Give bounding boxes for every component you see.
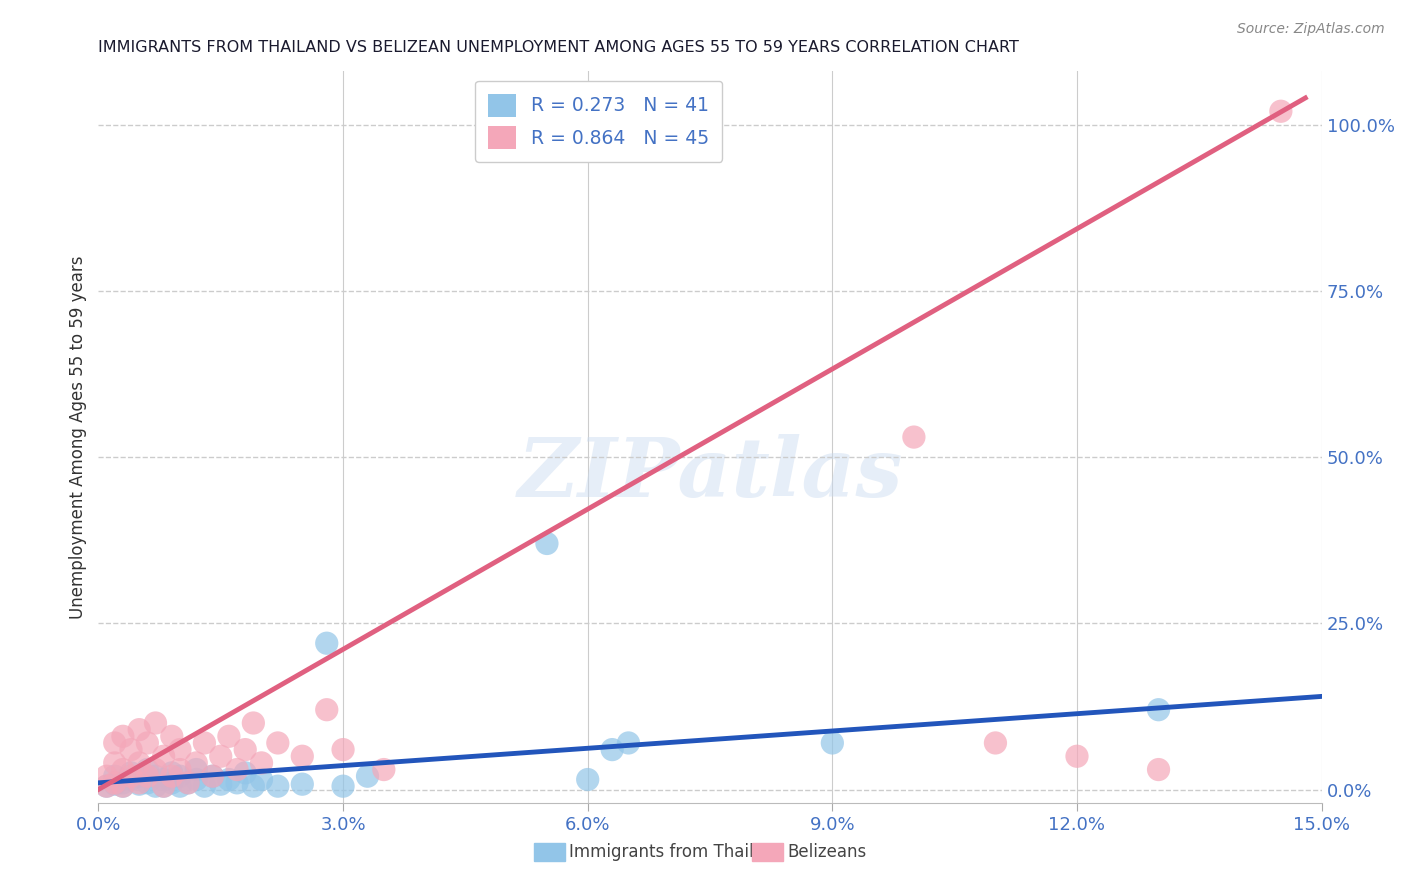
Point [152, 749, 174, 764]
Point [111, 763, 134, 777]
Point [536, 536, 558, 550]
Point [250, 756, 273, 770]
Point [186, 763, 208, 777]
Point [201, 769, 224, 783]
Point [177, 776, 200, 790]
Point [104, 769, 127, 783]
Point [186, 756, 208, 770]
Point [233, 765, 256, 780]
Point [120, 765, 142, 780]
Point [201, 769, 224, 783]
Point [169, 779, 191, 793]
Point [111, 779, 134, 793]
Point [128, 776, 150, 790]
Point [193, 779, 215, 793]
Point [104, 736, 127, 750]
Point [821, 736, 844, 750]
Point [242, 779, 264, 793]
Point [160, 729, 183, 743]
Point [128, 777, 150, 791]
Point [315, 703, 337, 717]
Point [291, 777, 314, 791]
Point [315, 636, 337, 650]
Point [553, 118, 575, 132]
Point [111, 729, 134, 743]
Text: Belizeans: Belizeans [787, 843, 866, 861]
Point [169, 769, 191, 783]
Point [617, 736, 640, 750]
Point [903, 430, 925, 444]
Text: Source: ZipAtlas.com: Source: ZipAtlas.com [1237, 22, 1385, 37]
Point [160, 776, 183, 790]
Point [152, 779, 174, 793]
Point [226, 763, 249, 777]
Point [576, 772, 599, 787]
Point [120, 742, 142, 756]
Point [136, 769, 159, 783]
Point [169, 742, 191, 756]
Point [104, 756, 127, 770]
Text: IMMIGRANTS FROM THAILAND VS BELIZEAN UNEMPLOYMENT AMONG AGES 55 TO 59 YEARS CORR: IMMIGRANTS FROM THAILAND VS BELIZEAN UNE… [98, 40, 1019, 55]
Point [332, 742, 354, 756]
Point [209, 777, 232, 791]
Point [145, 716, 167, 731]
Point [209, 749, 232, 764]
Point [111, 779, 134, 793]
Point [267, 736, 290, 750]
Point [169, 763, 191, 777]
Point [1270, 104, 1292, 119]
Point [152, 779, 174, 793]
Point [267, 779, 290, 793]
Point [186, 772, 208, 787]
Point [233, 742, 256, 756]
Point [218, 772, 240, 787]
Point [145, 769, 167, 783]
Point [111, 776, 134, 790]
Point [152, 772, 174, 787]
Point [145, 763, 167, 777]
Point [96, 769, 118, 783]
Point [218, 729, 240, 743]
Point [984, 736, 1007, 750]
Y-axis label: Unemployment Among Ages 55 to 59 years: Unemployment Among Ages 55 to 59 years [69, 255, 87, 619]
Point [226, 776, 249, 790]
Point [242, 716, 264, 731]
Point [356, 769, 378, 783]
Point [1147, 763, 1170, 777]
Point [160, 769, 183, 783]
Point [145, 779, 167, 793]
Text: Immigrants from Thailand: Immigrants from Thailand [569, 843, 785, 861]
Point [96, 779, 118, 793]
Point [373, 763, 395, 777]
Point [104, 777, 127, 791]
Point [136, 763, 159, 777]
Point [120, 769, 142, 783]
Point [1066, 749, 1088, 764]
Point [177, 776, 200, 790]
Point [1147, 703, 1170, 717]
Point [160, 765, 183, 780]
Point [120, 772, 142, 787]
Point [250, 772, 273, 787]
Point [600, 742, 623, 756]
Point [332, 779, 354, 793]
Point [104, 776, 127, 790]
Point [128, 756, 150, 770]
Point [193, 736, 215, 750]
Point [128, 769, 150, 783]
Point [291, 749, 314, 764]
Point [136, 736, 159, 750]
Legend: R = 0.273   N = 41, R = 0.864   N = 45: R = 0.273 N = 41, R = 0.864 N = 45 [475, 81, 723, 162]
Point [641, 118, 664, 132]
Point [136, 776, 159, 790]
Text: ZIPatlas: ZIPatlas [517, 434, 903, 514]
Point [96, 779, 118, 793]
Point [128, 723, 150, 737]
